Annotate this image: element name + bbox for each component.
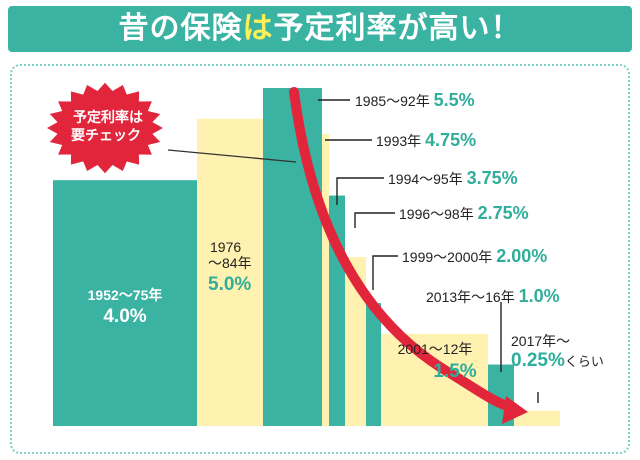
value-label-1: 4.0%: [103, 306, 146, 327]
title-part-2: は: [242, 11, 274, 46]
bars-layer: [53, 88, 560, 427]
period-label-2b: 〜84年: [208, 255, 252, 271]
leader-line-5: [336, 177, 384, 205]
bar-label-3: 1985〜92年 5.5%: [355, 90, 475, 110]
value-label-5: 3.75%: [467, 168, 518, 188]
value-label-6: 2.75%: [478, 203, 529, 223]
bar-2: [197, 118, 263, 427]
callout-text-2: 要チェック: [71, 127, 141, 143]
value-label-8: 1.5%: [433, 361, 476, 382]
trend-arrowhead: [502, 396, 528, 424]
period-label-2a: 1976: [210, 239, 241, 255]
period-label-10: 2017年〜: [511, 333, 570, 349]
period-label-1: 1952〜75年: [88, 287, 163, 303]
bar-label-5: 1994〜95年 3.75%: [388, 168, 518, 188]
leader-lines-layer: [318, 99, 539, 403]
trend-arrow-layer: [289, 87, 528, 424]
value-label-3: 5.5%: [434, 90, 475, 110]
callout-leader-line: [167, 149, 297, 163]
value-label-10-number: 0.25%: [511, 350, 565, 371]
value-label-10-suffix: くらい: [565, 354, 604, 369]
bar-10: [514, 410, 560, 426]
bar-label-6: 1996〜98年 2.75%: [399, 203, 529, 223]
title-banner: 昔の保険は予定利率が高い！: [8, 6, 632, 52]
bar-label-9: 2013年〜16年 1.0%: [426, 286, 560, 306]
callout-burst-shape: [47, 82, 163, 174]
period-label-7: 1999〜2000年: [402, 249, 496, 265]
chart-frame: [10, 64, 630, 454]
value-label-2: 5.0%: [208, 274, 251, 295]
value-label-9: 1.0%: [519, 286, 560, 306]
value-label-7: 2.00%: [496, 246, 547, 266]
bar-4: [322, 134, 329, 426]
callout-badge: 予定利率は 要チェック: [47, 82, 297, 174]
value-label-4: 4.75%: [425, 130, 476, 150]
period-label-4: 1993年: [376, 133, 425, 149]
leader-line-7: [372, 255, 398, 290]
page-title: 昔の保険は予定利率が高い！: [8, 6, 632, 52]
trend-arrow: [289, 87, 519, 413]
bar-1: [53, 180, 197, 426]
bar-3: [263, 88, 322, 426]
title-part-1: 昔の保険: [118, 11, 243, 46]
bar-6: [345, 257, 366, 426]
period-label-6: 1996〜98年: [399, 206, 478, 222]
callout-text-1: 予定利率は: [73, 109, 143, 125]
value-label-10: 0.25%くらい: [511, 350, 604, 371]
period-label-3: 1985〜92年: [355, 93, 434, 109]
period-label-5: 1994〜95年: [388, 171, 467, 187]
labels-layer: 1952〜75年 4.0% 1976〜84年 5.0% 1985〜92年 5.5% 199…: [88, 90, 604, 382]
bar-label-7: 1999〜2000年 2.00%: [402, 246, 547, 266]
period-label-8: 2001〜12年: [398, 341, 473, 357]
leader-line-6: [354, 212, 395, 228]
bar-label-4: 1993年 4.75%: [376, 130, 476, 150]
period-label-9: 2013年〜16年: [426, 289, 519, 305]
title-part-3: 予定利率が高い！: [273, 11, 522, 46]
bar-7: [366, 303, 381, 426]
